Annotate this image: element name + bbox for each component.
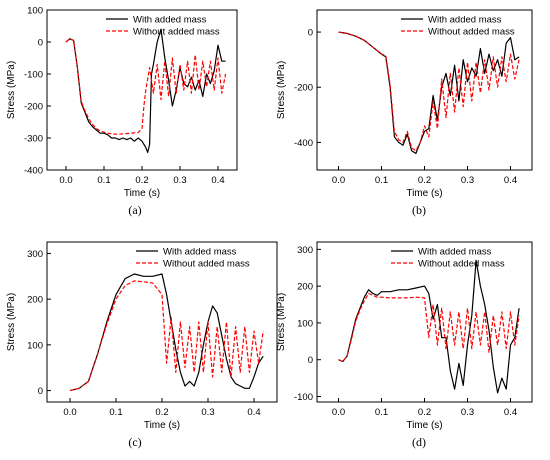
y-tick-label: 0 (38, 38, 43, 49)
y-axis-label: Stress (MPa) (6, 61, 17, 119)
y-tick-label: 100 (27, 6, 43, 17)
x-tick-label: 0.1 (375, 407, 388, 418)
panel-caption: (d) (412, 435, 426, 449)
y-tick-label: 200 (297, 282, 313, 293)
panel-caption: (c) (128, 435, 141, 449)
y-tick-label: 300 (27, 249, 43, 260)
x-axis-label: Time (s) (406, 420, 442, 431)
x-axis-label: Time (s) (144, 420, 180, 431)
x-axis-label: Time (s) (406, 188, 442, 199)
y-axis-label: Stress (MPa) (276, 61, 287, 119)
x-tick-label: 0.0 (332, 175, 345, 186)
x-tick-label: 0.3 (461, 407, 474, 418)
x-tick-label: 0.0 (59, 175, 72, 186)
legend-label-without: Without added mass (418, 259, 505, 270)
y-tick-label: 0 (308, 355, 313, 366)
y-tick-label: 100 (27, 340, 43, 351)
legend-label-with: With added mass (428, 15, 502, 26)
x-tick-label: 0.4 (504, 175, 517, 186)
y-axis-label: Stress (MPa) (276, 293, 287, 351)
x-tick-label: 0.2 (135, 175, 148, 186)
legend-label-with: With added mass (418, 247, 492, 258)
series-line-with-added-mass (338, 259, 520, 394)
series-line-without-added-mass (338, 292, 520, 363)
x-tick-label: 0.3 (461, 175, 474, 186)
x-tick-label: 0.2 (155, 407, 168, 418)
x-tick-label: 0.1 (109, 407, 122, 418)
chart-panel: 0.0 0.1 0.2 0.3 0.4 -400 -300 -200 -100 0 100 Time … (6, 6, 238, 217)
x-tick-label: 0.0 (63, 407, 76, 418)
x-tick-label: 0.0 (332, 407, 345, 418)
x-tick-label: 0.4 (504, 407, 517, 418)
y-tick-label: -200 (294, 83, 313, 94)
y-axis-label: Stress (MPa) (6, 293, 17, 351)
y-tick-label: -300 (24, 134, 43, 145)
chart-panel: 0.0 0.1 0.2 0.3 0.4 0 100 200 300 Time (s) Stress … (6, 241, 278, 449)
legend-label-without: Without added mass (428, 27, 515, 38)
x-tick-label: 0.3 (201, 407, 214, 418)
x-tick-label: 0.1 (97, 175, 110, 186)
series-line-with-added-mass (69, 273, 264, 392)
legend-label-without: Without added mass (133, 27, 220, 38)
y-tick-label: -100 (24, 70, 43, 81)
y-tick-label: 0 (38, 386, 43, 397)
chart-panel: 0.0 0.1 0.2 0.3 0.4 -100 0 100 200 300 Time (s) Str… (276, 241, 533, 449)
y-tick-label: 200 (27, 295, 43, 306)
chart-panel: 0.0 0.1 0.2 0.3 0.4 -400 -200 0 Time (s) Stress (… (276, 9, 533, 217)
y-tick-label: -400 (24, 166, 43, 177)
y-tick-label: 0 (308, 28, 313, 39)
x-axis-label: Time (s) (124, 188, 160, 199)
y-tick-label: -200 (24, 102, 43, 113)
panel-caption: (a) (128, 203, 141, 217)
x-tick-label: 0.4 (211, 175, 224, 186)
x-tick-label: 0.2 (418, 407, 431, 418)
y-tick-label: -100 (294, 392, 313, 403)
series-line-without-added-mass (65, 38, 227, 135)
legend-label-without: Without added mass (163, 259, 250, 270)
legend-label-with: With added mass (133, 15, 207, 26)
series-line-without-added-mass (69, 280, 264, 392)
y-tick-label: 300 (297, 245, 313, 256)
x-tick-label: 0.2 (418, 175, 431, 186)
x-tick-label: 0.3 (173, 175, 186, 186)
series-line-without-added-mass (338, 31, 520, 152)
y-tick-label: 100 (297, 318, 313, 329)
legend-label-with: With added mass (163, 247, 237, 258)
x-tick-label: 0.1 (375, 175, 388, 186)
panel-caption: (b) (412, 203, 426, 217)
y-tick-label: -400 (294, 138, 313, 149)
x-tick-label: 0.4 (247, 407, 260, 418)
